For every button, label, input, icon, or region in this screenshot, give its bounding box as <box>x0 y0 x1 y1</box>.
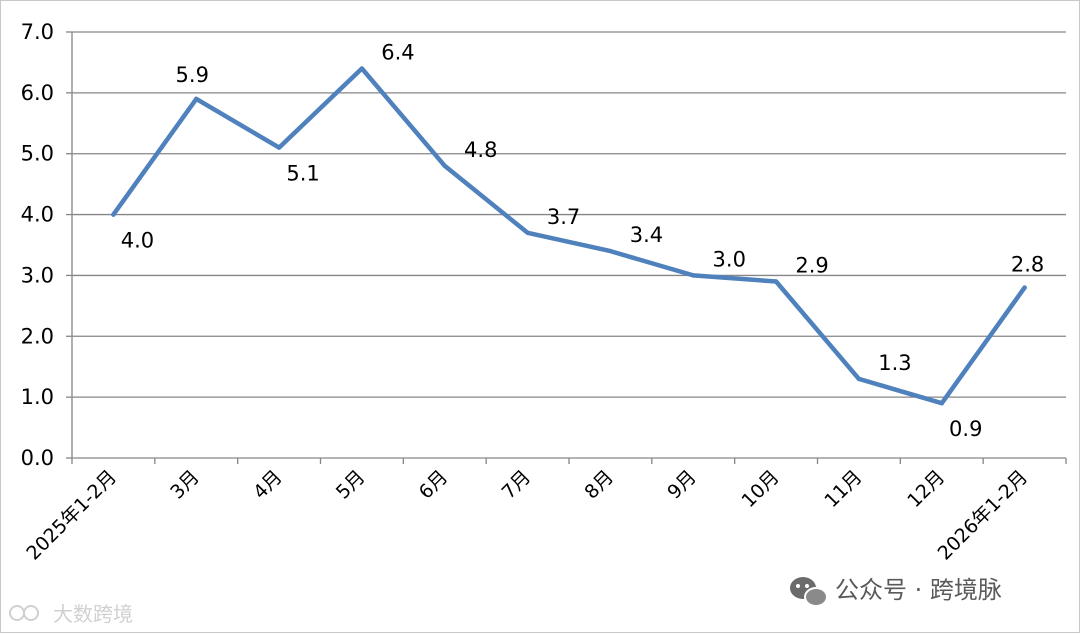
data-point <box>442 163 447 169</box>
series-line <box>111 66 1027 406</box>
x-tick-label: 4月 <box>249 466 287 504</box>
data-label: 3.4 <box>630 223 663 247</box>
x-tick-label: 12月 <box>903 466 949 512</box>
y-tick-label: 1.0 <box>21 385 54 409</box>
data-label: 1.3 <box>878 351 911 375</box>
y-tick-label: 4.0 <box>21 203 54 227</box>
watermark-right: 公众号 · 跨境脉 <box>790 576 1002 607</box>
data-point <box>276 145 282 150</box>
data-point <box>773 279 779 284</box>
data-label: 4.8 <box>464 138 497 162</box>
data-point <box>856 376 862 382</box>
y-tick-label: 3.0 <box>21 263 54 287</box>
x-tick-label: 6月 <box>415 466 453 504</box>
y-tick-labels: 0.0 1.0 2.0 3.0 4.0 5.0 6.0 7.0 <box>21 20 54 470</box>
data-point <box>939 401 944 406</box>
data-point <box>608 248 613 254</box>
data-label: 5.1 <box>286 162 319 186</box>
data-label: 6.4 <box>381 41 414 65</box>
y-tick-label: 7.0 <box>21 20 54 44</box>
data-point <box>691 273 696 278</box>
x-tick-label: 7月 <box>498 466 536 504</box>
x-tick-label: 8月 <box>580 466 618 504</box>
x-tick-labels: 2025年1-2月 3月 4月 5月 6月 7月 8月 9月 10月 11月 12月2026年1-2… <box>22 466 1032 565</box>
watermark-right-text: 公众号 · 跨境脉 <box>835 576 1002 604</box>
y-tick-label: 5.0 <box>21 142 54 166</box>
data-label: 0.9 <box>949 417 982 441</box>
watermark-left-text: 大数跨境 <box>53 602 133 626</box>
data-label: 2.8 <box>1011 253 1044 277</box>
y-tick-label: 2.0 <box>21 324 54 348</box>
x-tick-label: 11月 <box>820 466 866 512</box>
data-point <box>359 66 365 71</box>
series-line-path <box>111 66 1027 406</box>
data-label: 2.9 <box>795 254 828 278</box>
x-tick-label: 5月 <box>332 466 370 504</box>
data-point <box>111 212 116 217</box>
data-point <box>525 230 530 236</box>
data-label: 3.0 <box>713 247 746 271</box>
x-tick-label: 2025年1-2月 <box>22 466 121 565</box>
data-label: 3.7 <box>547 205 580 229</box>
x-tick-label: 9月 <box>663 466 701 504</box>
data-point <box>194 96 199 102</box>
logo-icon <box>9 605 39 621</box>
x-tick-label: 3月 <box>166 466 204 504</box>
x-tick-label: 10月 <box>738 466 784 512</box>
wechat-icon <box>790 577 828 607</box>
watermark-left: 大数跨境 <box>9 602 133 626</box>
gridlines <box>72 31 1066 398</box>
data-labels: 4.0 5.9 5.1 6.4 4.8 3.7 3.4 3.0 2.9 1.3 0.9 2.8 <box>121 41 1045 442</box>
y-tick-label: 0.0 <box>21 446 54 470</box>
data-label: 4.0 <box>121 229 154 253</box>
axes <box>66 31 1067 464</box>
y-tick-label: 6.0 <box>21 81 54 105</box>
data-point <box>1022 285 1027 290</box>
data-label: 5.9 <box>176 63 209 87</box>
